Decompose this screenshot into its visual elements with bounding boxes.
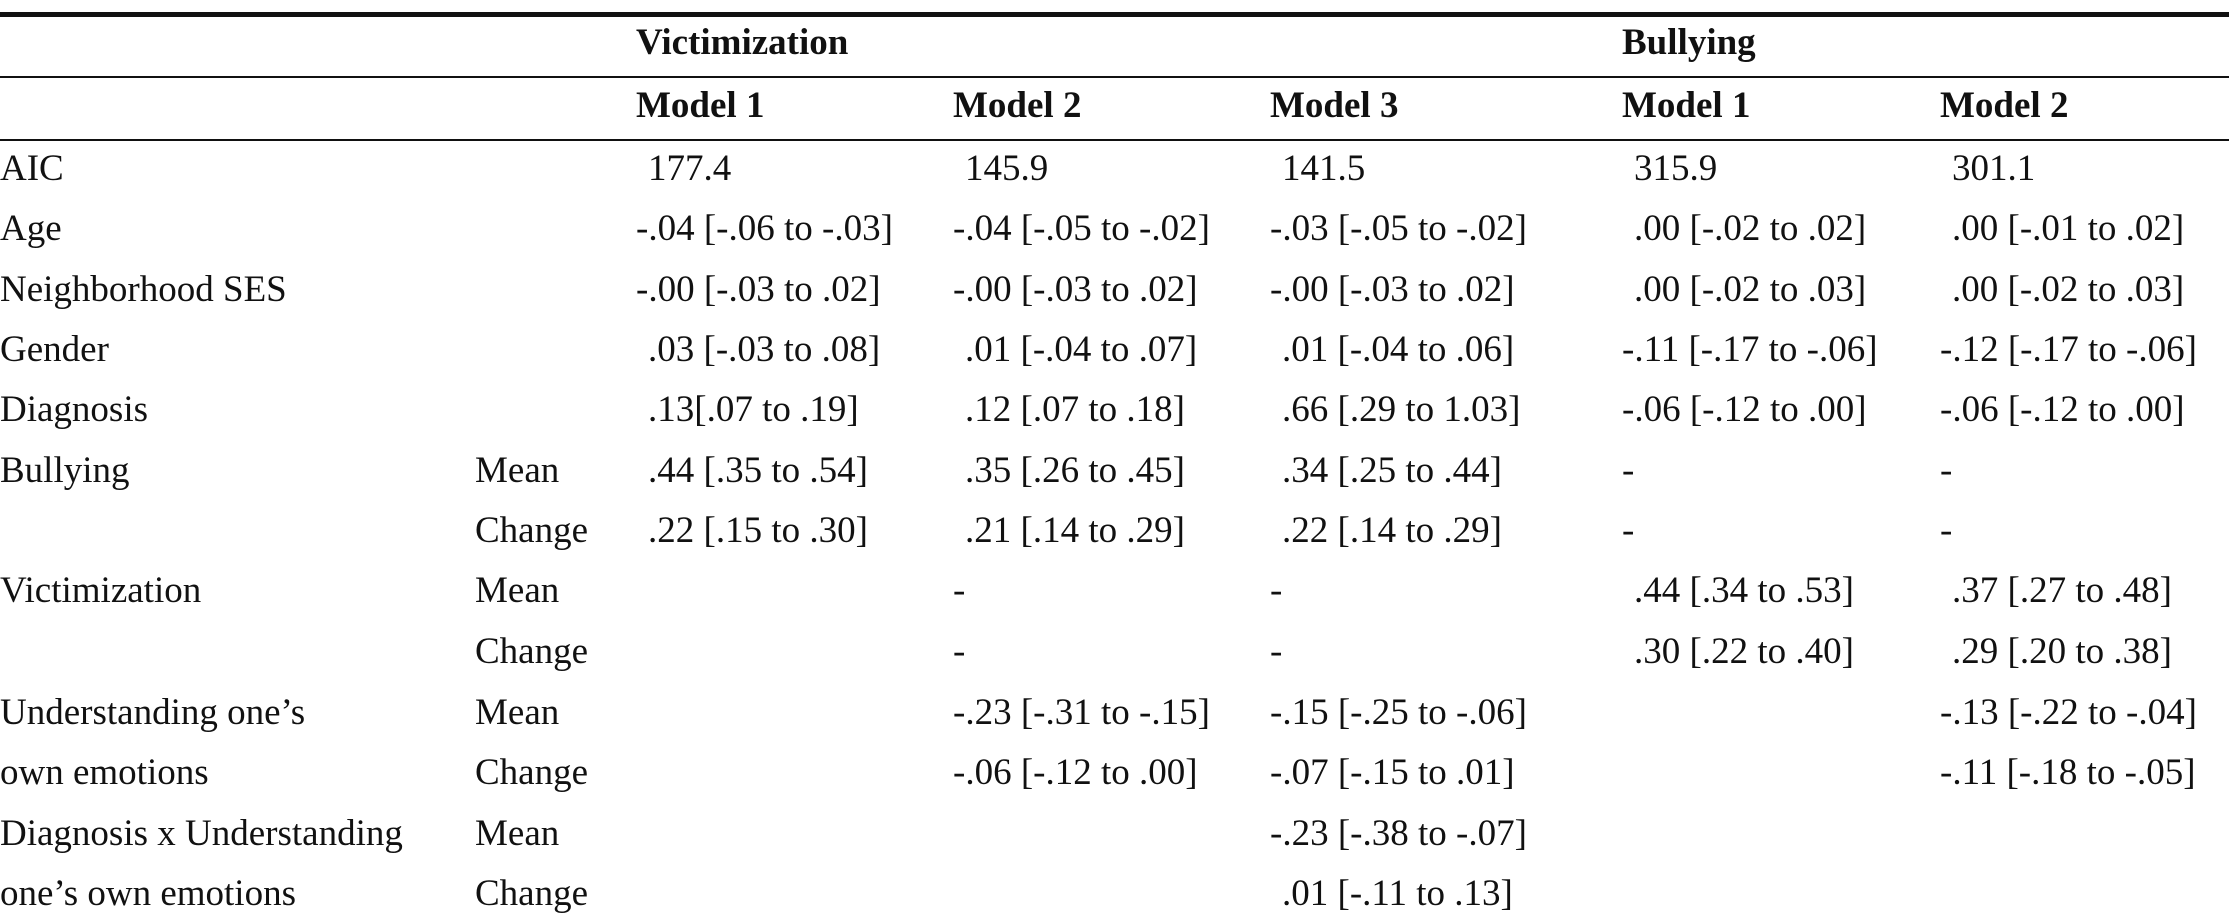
table-cell: - [1622, 510, 1635, 551]
table-cell: 141.5 [1282, 148, 1366, 189]
col-header-bullying-model-2: Model 2 [1940, 85, 2069, 126]
table-cell: 301.1 [1952, 148, 2036, 189]
table-cell: .13[.07 to .19] [648, 389, 859, 430]
table-cell: -.00 [-.03 to .02] [636, 269, 881, 310]
row-label: Diagnosis [0, 389, 148, 430]
column-header-rule [0, 139, 2229, 141]
table-cell: -.00 [-.03 to .02] [953, 269, 1198, 310]
row-sublabel: Change [475, 752, 589, 793]
group-header-rule [0, 76, 2229, 78]
table-cell: -.07 [-.15 to .01] [1270, 752, 1515, 793]
row-label: Diagnosis x Understanding [0, 813, 403, 854]
table-cell: -.06 [-.12 to .00] [1622, 389, 1867, 430]
row-label: Age [0, 208, 62, 249]
table-cell: - [1622, 450, 1635, 491]
row-label: one’s own emotions [0, 873, 296, 914]
row-sublabel: Change [475, 510, 589, 551]
table-cell: 177.4 [648, 148, 732, 189]
col-header-victimization-model-3: Model 3 [1270, 85, 1399, 126]
row-label: Bullying [0, 450, 130, 491]
row-sublabel: Mean [475, 570, 560, 611]
row-label: Gender [0, 329, 109, 370]
table-cell: .01 [-.11 to .13] [1282, 873, 1513, 914]
row-sublabel: Mean [475, 813, 560, 854]
table-cell: .44 [.34 to .53] [1634, 570, 1854, 611]
table-cell: -.15 [-.25 to -.06] [1270, 692, 1527, 733]
table-cell: .22 [.15 to .30] [648, 510, 868, 551]
table-cell: .37 [.27 to .48] [1952, 570, 2172, 611]
table-cell: - [1270, 631, 1283, 672]
table-cell: .35 [.26 to .45] [965, 450, 1185, 491]
col-header-victimization-model-2: Model 2 [953, 85, 1082, 126]
table-cell: .22 [.14 to .29] [1282, 510, 1502, 551]
table-cell: .03 [-.03 to .08] [648, 329, 881, 370]
col-header-victimization-model-1: Model 1 [636, 85, 765, 126]
table-cell: .21 [.14 to .29] [965, 510, 1185, 551]
row-label: own emotions [0, 752, 209, 793]
table-cell: .12 [.07 to .18] [965, 389, 1185, 430]
table-cell: 315.9 [1634, 148, 1718, 189]
table-cell: -.04 [-.05 to -.02] [953, 208, 1210, 249]
table-cell: -.23 [-.31 to -.15] [953, 692, 1210, 733]
table-cell: .00 [-.02 to .02] [1634, 208, 1867, 249]
row-label: Understanding one’s [0, 692, 306, 733]
row-label: Neighborhood SES [0, 269, 287, 310]
table-cell: -.13 [-.22 to -.04] [1940, 692, 2197, 733]
table-cell: .01 [-.04 to .07] [965, 329, 1198, 370]
table-cell: .00 [-.01 to .02] [1952, 208, 2185, 249]
table-cell: -.00 [-.03 to .02] [1270, 269, 1515, 310]
table-cell: -.03 [-.05 to -.02] [1270, 208, 1527, 249]
top-rule [0, 12, 2229, 17]
table-cell: - [953, 631, 966, 672]
table-cell: .30 [.22 to .40] [1634, 631, 1854, 672]
group-header-victimization: Victimization [636, 22, 849, 63]
table-cell: - [1270, 570, 1283, 611]
row-sublabel: Mean [475, 450, 560, 491]
table-cell: - [1940, 450, 1953, 491]
table-cell: - [1940, 510, 1953, 551]
group-header-bullying: Bullying [1622, 22, 1756, 63]
row-sublabel: Mean [475, 692, 560, 733]
table-cell: -.04 [-.06 to -.03] [636, 208, 893, 249]
row-label: AIC [0, 148, 64, 189]
table-cell: .01 [-.04 to .06] [1282, 329, 1515, 370]
table-cell: .44 [.35 to .54] [648, 450, 868, 491]
table-cell: 145.9 [965, 148, 1049, 189]
table-cell: .29 [.20 to .38] [1952, 631, 2172, 672]
table-cell: -.11 [-.17 to -.06] [1622, 329, 1878, 370]
table-cell: - [953, 570, 966, 611]
row-sublabel: Change [475, 873, 589, 914]
table-cell: .00 [-.02 to .03] [1634, 269, 1867, 310]
table-cell: .66 [.29 to 1.03] [1282, 389, 1521, 430]
table-cell: -.06 [-.12 to .00] [953, 752, 1198, 793]
row-label: Victimization [0, 570, 202, 611]
table-cell: -.12 [-.17 to -.06] [1940, 329, 2197, 370]
table-cell: -.23 [-.38 to -.07] [1270, 813, 1527, 854]
table-cell: .00 [-.02 to .03] [1952, 269, 2185, 310]
col-header-bullying-model-1: Model 1 [1622, 85, 1751, 126]
table-cell: -.06 [-.12 to .00] [1940, 389, 2185, 430]
row-sublabel: Change [475, 631, 589, 672]
table-cell: .34 [.25 to .44] [1282, 450, 1502, 491]
table-cell: -.11 [-.18 to -.05] [1940, 752, 2196, 793]
